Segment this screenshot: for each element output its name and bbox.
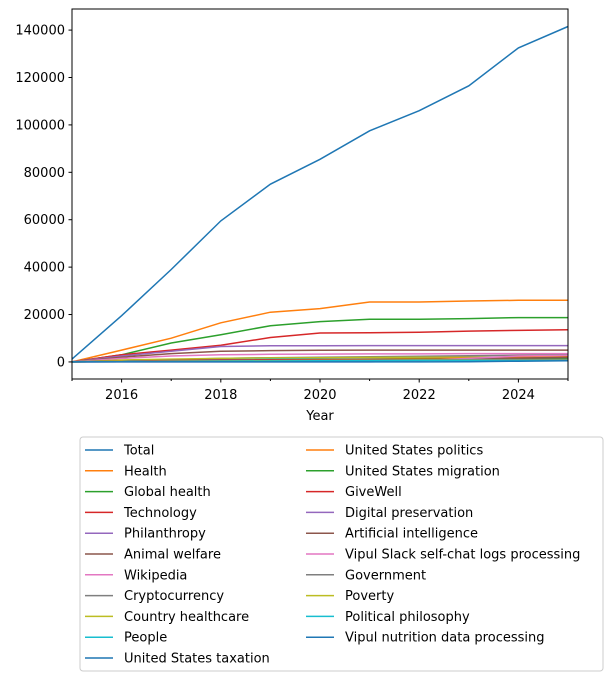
legend-item: Philanthropy [85, 527, 206, 542]
legend-item: Wikipedia [85, 568, 187, 583]
series-line-1 [71, 299, 568, 363]
series-line-20 [72, 359, 569, 363]
legend-label: Vipul Slack self-chat logs processing [345, 548, 580, 563]
legend-item: Vipul Slack self-chat logs processing [306, 548, 580, 563]
y-tick-label: 140000 [15, 24, 65, 39]
legend-label: Total [123, 444, 154, 459]
legend-item: GiveWell [306, 485, 402, 500]
x-axis: 2016 2018 2020 2022 2024 [71, 379, 569, 403]
x-axis-label: Year [305, 409, 334, 424]
y-tick-label: 80000 [24, 166, 65, 181]
y-tick-label: 120000 [15, 71, 65, 86]
legend-label: People [124, 631, 167, 646]
legend-label: United States taxation [124, 652, 270, 667]
y-tick-label: 40000 [24, 261, 65, 276]
legend-label: Government [345, 568, 426, 583]
legend-label: Poverty [345, 589, 394, 604]
legend-item: Animal welfare [85, 548, 221, 563]
legend-item: Total [85, 444, 154, 459]
series-line-6 [71, 352, 568, 363]
series-line-0 [71, 25, 569, 360]
legend-frame [79, 436, 604, 672]
legend-label: Animal welfare [124, 548, 221, 563]
legend-item: Global health [85, 485, 211, 500]
legend-label: United States migration [345, 464, 500, 479]
legend-label: Cryptocurrency [124, 589, 224, 604]
y-tick-label: 100000 [15, 118, 65, 133]
legend-item: Political philosophy [306, 610, 470, 625]
legend-label: Digital preservation [345, 506, 473, 521]
legend-item: Vipul nutrition data processing [306, 631, 545, 646]
x-tick-label: 2024 [502, 388, 535, 403]
x-tick-label: 2016 [105, 388, 138, 403]
legend-item: Country healthcare [85, 610, 249, 625]
legend-label: Vipul nutrition data processing [345, 631, 545, 646]
legend-label: Wikipedia [124, 568, 187, 583]
legend: Total Health Global health Technology Philan… [79, 436, 604, 672]
legend-item: Government [306, 568, 426, 583]
series-line-2 [71, 316, 568, 363]
legend-label: Global health [124, 485, 211, 500]
plot-frame [71, 8, 569, 380]
legend-item: Digital preservation [306, 506, 473, 521]
x-tick-label: 2020 [303, 388, 336, 403]
legend-item: People [85, 631, 167, 646]
legend-item: Artificial intelligence [306, 527, 478, 542]
legend-label: Political philosophy [345, 610, 470, 625]
legend-label: Philanthropy [124, 527, 206, 542]
series-line-5 [71, 349, 568, 363]
legend-item: Technology [85, 506, 197, 521]
legend-label: Artificial intelligence [345, 527, 478, 542]
x-tick-label: 2018 [204, 388, 237, 403]
series-line-3 [71, 328, 569, 363]
legend-label: GiveWell [345, 485, 402, 500]
y-tick-label: 60000 [24, 213, 65, 228]
legend-item: Cryptocurrency [85, 589, 224, 604]
legend-item: United States taxation [85, 652, 270, 667]
legend-item: United States politics [306, 444, 483, 459]
x-tick-label: 2022 [403, 388, 436, 403]
legend-item: Poverty [306, 589, 394, 604]
series-line-4 [71, 344, 568, 363]
legend-label: United States politics [345, 444, 483, 459]
legend-item: United States migration [306, 464, 500, 479]
series-lines [71, 25, 569, 363]
legend-label: Country healthcare [124, 610, 249, 625]
legend-label: Health [124, 464, 167, 479]
y-tick-label: 0 [57, 355, 65, 370]
y-tick-label: 20000 [24, 308, 65, 323]
legend-item: Health [85, 464, 167, 479]
legend-label: Technology [123, 506, 197, 521]
y-axis: 0 20000 40000 60000 80000 100000 120000 140000 [15, 24, 72, 370]
